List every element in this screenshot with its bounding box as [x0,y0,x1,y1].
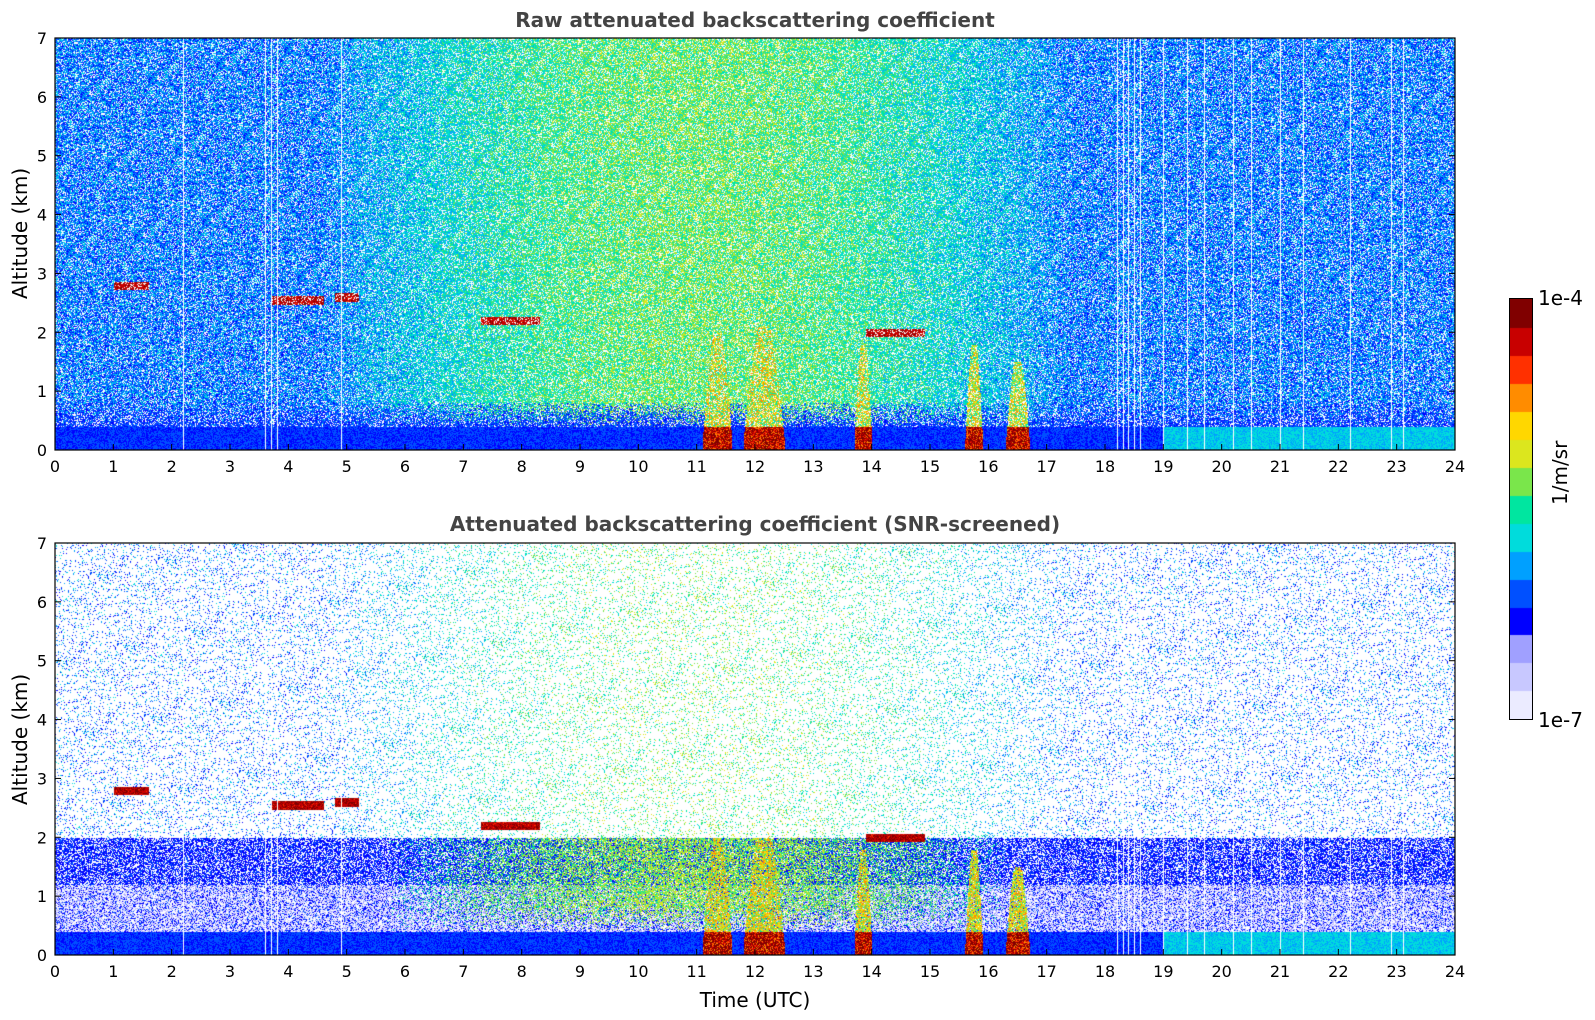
bottom-x-tick-label: 8 [517,962,527,981]
top-y-axis-label: Altitude (km) [8,167,32,299]
top-x-tick-label: 6 [400,457,410,476]
top-x-tick-label: 11 [686,457,706,476]
bottom-x-tick-label: 0 [50,962,60,981]
bottom-x-tick-label: 15 [920,962,940,981]
bottom-x-tick-label: 16 [978,962,998,981]
top-x-tick-label: 7 [458,457,468,476]
top-y-tick-label: 6 [37,88,47,107]
bottom-x-tick-label: 7 [458,962,468,981]
bottom-x-tick-label: 4 [283,962,293,981]
top-x-tick-label: 19 [1153,457,1173,476]
bottom-y-tick-label: 6 [37,593,47,612]
bottom-x-tick-label: 11 [686,962,706,981]
top-y-tick-label: 1 [37,382,47,401]
bottom-x-tick-label: 9 [575,962,585,981]
top-x-tick-label: 5 [342,457,352,476]
top-x-tick-label: 12 [745,457,765,476]
top-x-tick-label: 17 [1036,457,1056,476]
bottom-x-tick-label: 20 [1211,962,1231,981]
bottom-y-axis-label: Altitude (km) [8,673,32,805]
top-x-tick-label: 1 [108,457,118,476]
bottom-y-tick-label: 3 [37,769,47,788]
top-x-tick-label: 8 [517,457,527,476]
top-x-tick-label: 24 [1445,457,1465,476]
bottom-x-tick-label: 18 [1095,962,1115,981]
top-x-tick-label: 0 [50,457,60,476]
bottom-x-tick-label: 10 [628,962,648,981]
raw-backscatter-heatmap [55,38,1455,450]
top-x-tick-label: 15 [920,457,940,476]
bottom-x-tick-label: 22 [1328,962,1348,981]
top-y-tick-label: 5 [37,147,47,166]
bottom-panel-title: Attenuated backscattering coefficient (S… [449,512,1061,536]
bottom-y-tick-label: 7 [37,534,47,553]
top-x-tick-label: 3 [225,457,235,476]
bottom-y-tick-label: 5 [37,652,47,671]
top-x-tick-label: 9 [575,457,585,476]
top-x-tick-label: 21 [1270,457,1290,476]
bottom-x-tick-label: 19 [1153,962,1173,981]
bottom-y-tick-label: 2 [37,828,47,847]
top-x-tick-label: 23 [1386,457,1406,476]
top-y-tick-label: 2 [37,323,47,342]
colorbar [1509,298,1533,720]
bottom-x-tick-label: 23 [1386,962,1406,981]
bottom-y-tick-label: 4 [37,711,47,730]
bottom-x-tick-label: 5 [342,962,352,981]
bottom-x-tick-label: 2 [167,962,177,981]
top-y-tick-label: 0 [37,441,47,460]
bottom-x-tick-label: 21 [1270,962,1290,981]
top-x-tick-label: 20 [1211,457,1231,476]
bottom-y-tick-label: 1 [37,887,47,906]
colorbar-unit-label: 1/m/sr [1548,440,1572,505]
bottom-x-tick-label: 14 [861,962,881,981]
colorbar-max-label: 1e-4 [1538,286,1583,310]
top-x-tick-label: 18 [1095,457,1115,476]
top-x-tick-label: 4 [283,457,293,476]
top-x-tick-label: 10 [628,457,648,476]
bottom-y-tick-label: 0 [37,946,47,965]
bottom-x-tick-label: 17 [1036,962,1056,981]
top-y-tick-label: 7 [37,29,47,48]
bottom-x-tick-label: 1 [108,962,118,981]
bottom-x-tick-label: 12 [745,962,765,981]
colorbar-min-label: 1e-7 [1538,708,1583,732]
x-axis-label: Time (UTC) [699,988,811,1012]
top-x-tick-label: 14 [861,457,881,476]
bottom-x-tick-label: 3 [225,962,235,981]
snr-screened-heatmap [55,543,1455,955]
bottom-x-tick-label: 6 [400,962,410,981]
top-x-tick-label: 13 [803,457,823,476]
top-x-tick-label: 16 [978,457,998,476]
bottom-x-tick-label: 24 [1445,962,1465,981]
top-y-tick-label: 3 [37,264,47,283]
top-x-tick-label: 2 [167,457,177,476]
top-x-tick-label: 22 [1328,457,1348,476]
top-y-tick-label: 4 [37,206,47,225]
bottom-x-tick-label: 13 [803,962,823,981]
top-panel-title: Raw attenuated backscattering coefficien… [515,8,995,32]
